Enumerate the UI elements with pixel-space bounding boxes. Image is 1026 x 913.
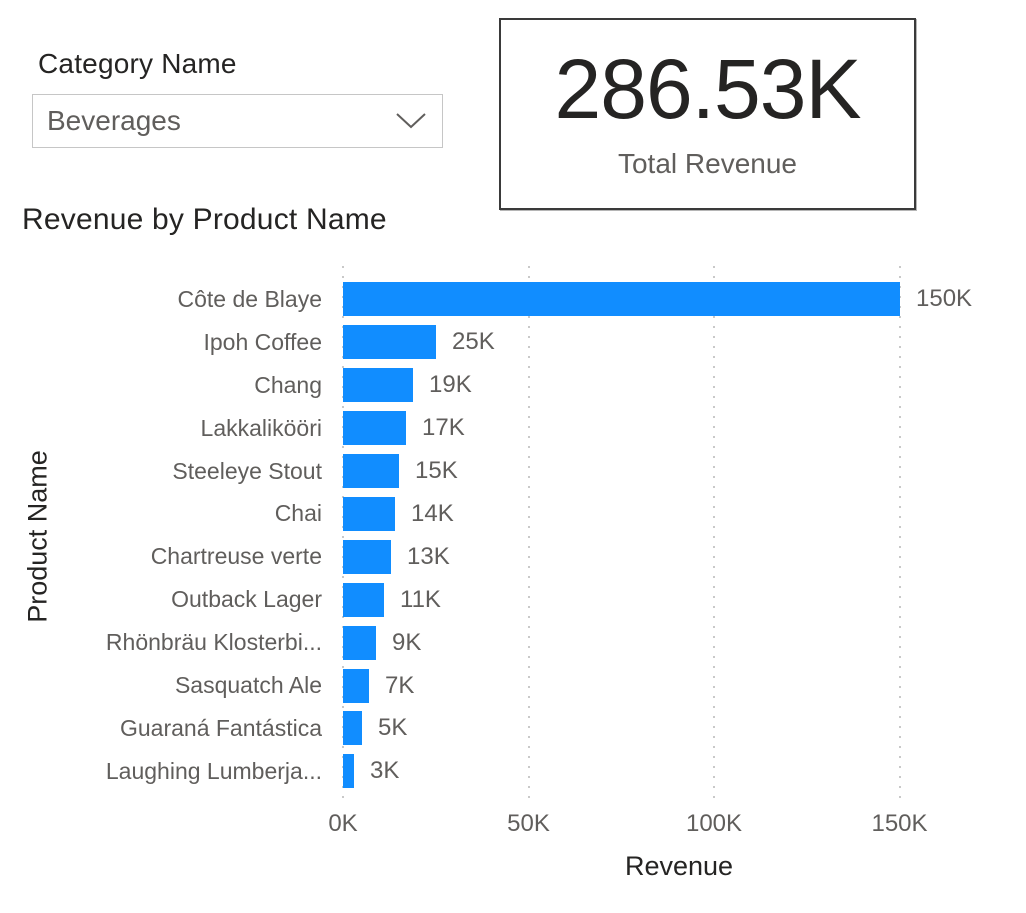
card-label: Total Revenue [617,148,797,179]
category-label: Sasquatch Ale [174,672,322,699]
bar[interactable] [343,711,362,746]
category-dropdown[interactable]: Beverages [32,94,443,148]
bar-row: Laughing Lumberja... 3K [0,750,1026,793]
category-label: Lakkalikööri [200,414,322,441]
x-tick-label: 150K [871,810,928,837]
bar-row: Outback Lager 11K [0,578,1026,621]
bar[interactable] [343,625,376,660]
category-label: Guaraná Fantástica [119,714,322,741]
bar[interactable] [343,539,391,574]
bar-value-label: 14K [411,499,454,527]
gridline [898,266,901,806]
dropdown-selected-value: Beverages [47,105,181,136]
category-label: Outback Lager [171,586,322,613]
bar-value-label: 19K [429,371,472,399]
bar-value-label: 17K [422,414,465,442]
bar-row: Chai 14K [0,493,1026,536]
category-label: Laughing Lumberja... [105,757,322,784]
category-label: Ipoh Coffee [203,328,322,355]
gridline [342,266,344,806]
category-label: Rhönbräu Klosterbi... [105,629,322,656]
bar-row: Chartreuse verte 13K [0,535,1026,578]
category-label: Côte de Blaye [177,285,322,312]
bar[interactable] [343,582,384,617]
bar[interactable] [343,411,406,446]
category-label: Chartreuse verte [150,543,322,570]
bar-row: Rhönbräu Klosterbi... 9K [0,621,1026,664]
bar-rows: Côte de Blaye 150K Ipoh Coffee 25K Chang 19K L… [0,278,1026,794]
bar-value-label: 25K [452,328,495,356]
bar[interactable] [343,496,395,531]
bar[interactable] [343,454,399,489]
bar-row: Lakkalikööri 17K [0,407,1026,450]
x-tick-label: 100K [685,810,743,837]
bar-row: Côte de Blaye 150K [0,278,1026,321]
total-revenue-card: 286.53K Total Revenue [499,18,916,210]
bar-value-label: 11K [400,585,441,613]
bar-row: Ipoh Coffee 25K [0,321,1026,364]
bar-value-label: 150K [916,285,973,313]
bar[interactable] [343,754,354,789]
bar-row: Steeleye Stout 15K [0,450,1026,493]
bar-value-label: 5K [378,714,408,742]
bar[interactable] [343,325,436,360]
category-label: Chang [254,371,322,398]
bar-value-label: 15K [415,457,458,485]
category-label: Chai [274,500,322,527]
bar-value-label: 3K [370,757,400,785]
bar[interactable] [343,668,369,703]
chevron-down-icon [396,112,426,134]
gridline [713,266,715,806]
bar-value-label: 9K [392,628,422,656]
bar-value-label: 7K [385,671,415,699]
bar-value-label: 13K [407,542,450,570]
x-tick-label: 0K [328,810,358,837]
x-axis-title: Revenue [624,851,734,881]
chart-title: Revenue by Product Name [22,203,387,236]
slicer-header: Category Name [38,48,237,79]
bar-row: Guaraná Fantástica 5K [0,707,1026,750]
bar[interactable] [343,282,900,317]
bar-row: Chang 19K [0,364,1026,407]
bar-row: Sasquatch Ale 7K [0,664,1026,707]
card-value: 286.53K [554,42,862,136]
bar[interactable] [343,368,413,403]
gridline [527,266,530,806]
x-tick-label: 50K [507,810,550,837]
category-label: Steeleye Stout [172,457,322,484]
